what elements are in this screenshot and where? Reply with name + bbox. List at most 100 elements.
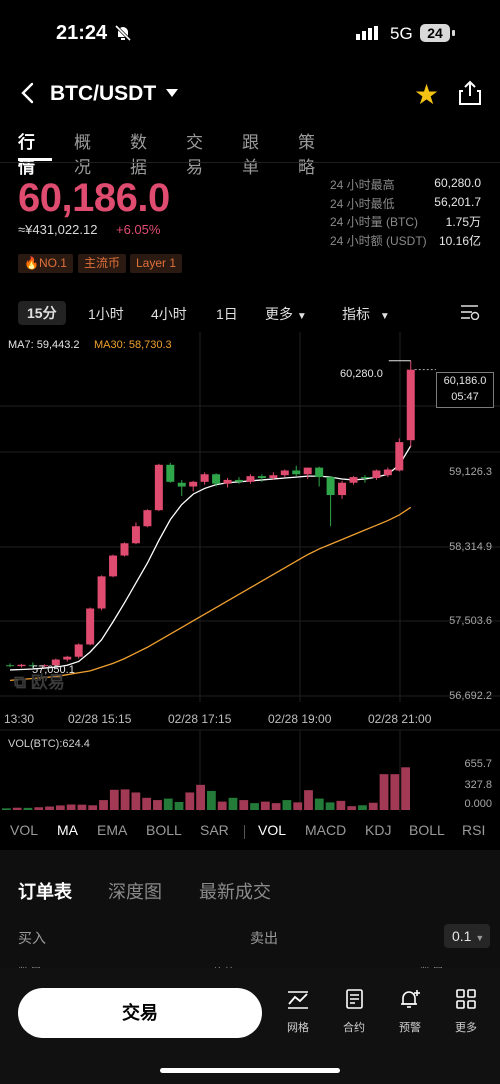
tab-data[interactable]: 数据 bbox=[130, 133, 147, 177]
favorite-star-icon[interactable]: ★ bbox=[414, 79, 440, 110]
indicator-macd[interactable]: MACD bbox=[305, 822, 347, 838]
indicator-sar[interactable]: SAR bbox=[200, 822, 229, 838]
candle bbox=[166, 464, 175, 482]
pair-title[interactable]: BTC/USDT bbox=[50, 82, 157, 105]
category-badge[interactable]: 主流币 bbox=[78, 254, 127, 273]
tab-underline bbox=[18, 158, 52, 161]
candle bbox=[235, 479, 243, 482]
volume-bar bbox=[282, 800, 292, 810]
indicator-sub-boll[interactable]: BOLL bbox=[409, 822, 445, 838]
price-axis-label: 56,692.2 bbox=[449, 690, 492, 702]
period-1h[interactable]: 1小时 bbox=[88, 306, 124, 322]
volume-bar bbox=[99, 800, 108, 810]
candle bbox=[28, 665, 37, 667]
candle bbox=[189, 481, 198, 487]
share-icon[interactable] bbox=[458, 80, 482, 111]
indicator-ma[interactable]: MA bbox=[57, 822, 78, 838]
volume-bar bbox=[401, 767, 410, 810]
candle bbox=[315, 467, 324, 478]
tab-latest-trades[interactable]: 最新成交 bbox=[199, 882, 271, 902]
volume-bar bbox=[109, 789, 119, 810]
tab-orderbook[interactable]: 订单表 bbox=[18, 882, 72, 902]
last-price-marker-value: 60,186.0 bbox=[443, 375, 487, 387]
cny-price: ≈¥431,022.12 bbox=[18, 222, 98, 237]
tab-copy-trading[interactable]: 跟单 bbox=[242, 133, 259, 177]
candle bbox=[51, 659, 60, 666]
grid-button[interactable]: 网格 bbox=[276, 988, 320, 1035]
grid-label: 网格 bbox=[287, 1022, 309, 1034]
volume-bar bbox=[2, 808, 11, 810]
trade-button[interactable]: 交易 bbox=[18, 988, 262, 1038]
precision-select[interactable]: 0.1 ▼ bbox=[444, 924, 490, 948]
indicator-separator bbox=[244, 825, 245, 839]
precision-value: 0.1 bbox=[452, 928, 472, 944]
more-button[interactable]: 更多 bbox=[444, 988, 488, 1035]
candle bbox=[131, 526, 140, 544]
volume-bar bbox=[55, 805, 65, 810]
tab-overview[interactable]: 概况 bbox=[74, 133, 91, 177]
price-axis-label: 58,314.9 bbox=[449, 541, 492, 553]
futures-button[interactable]: 合约 bbox=[332, 988, 376, 1035]
period-more-label: 更多 bbox=[265, 306, 293, 322]
chevron-down-icon[interactable] bbox=[166, 85, 178, 101]
time-axis-label: 13:30 bbox=[4, 712, 35, 726]
layer-badge[interactable]: Layer 1 bbox=[130, 254, 183, 273]
indicators-menu[interactable]: 指标 ▼ bbox=[342, 304, 390, 324]
period-4h[interactable]: 4小时 bbox=[151, 306, 187, 322]
ma30-line bbox=[9, 506, 412, 682]
stat-label-volume: 24 小时量 (BTC) bbox=[330, 215, 419, 229]
tab-market[interactable]: 行情 bbox=[18, 133, 35, 177]
ma30-legend: MA30: 58,730.3 bbox=[94, 339, 172, 351]
caret-down-icon: ▼ bbox=[475, 933, 485, 943]
candlestick-chart[interactable] bbox=[0, 332, 500, 822]
indicator-kdj[interactable]: KDJ bbox=[365, 822, 392, 838]
volume-bar bbox=[336, 800, 346, 810]
futures-label: 合约 bbox=[343, 1022, 365, 1034]
volume-bar bbox=[163, 798, 173, 810]
high-price-label: 60,280.0 bbox=[340, 368, 383, 380]
volume-bar bbox=[271, 803, 281, 810]
alert-label: 预警 bbox=[399, 1022, 421, 1034]
battery-tip bbox=[452, 30, 455, 36]
orderbook-sell-header: 卖出 bbox=[250, 930, 278, 946]
candle-countdown: 05:47 bbox=[451, 391, 479, 403]
volume-bar bbox=[314, 798, 324, 810]
indicator-bar: VOL MA EMA BOLL SAR VOL MACD KDJ BOLL RS… bbox=[0, 822, 500, 842]
tab-trade[interactable]: 交易 bbox=[186, 133, 203, 177]
volume-bar bbox=[228, 797, 238, 810]
indicator-ema[interactable]: EMA bbox=[97, 822, 128, 838]
volume-bar bbox=[45, 806, 54, 810]
volume-bar bbox=[34, 807, 44, 810]
candle bbox=[372, 470, 381, 479]
mute-bell-icon bbox=[114, 24, 132, 47]
volume-legend: VOL(BTC):624.4 bbox=[8, 738, 90, 750]
volume-bar bbox=[260, 801, 270, 810]
volume-bar bbox=[66, 804, 76, 810]
home-indicator bbox=[160, 1068, 340, 1073]
watermark-text: 欧易 bbox=[30, 673, 65, 692]
period-15m[interactable]: 15分 bbox=[18, 301, 66, 325]
candle bbox=[303, 467, 312, 475]
tab-depth[interactable]: 深度图 bbox=[108, 882, 162, 902]
chart-settings-icon[interactable] bbox=[460, 304, 480, 325]
candle bbox=[143, 510, 152, 527]
ma7-line bbox=[9, 445, 412, 671]
indicator-boll[interactable]: BOLL bbox=[146, 822, 182, 838]
tab-strategy[interactable]: 策略 bbox=[298, 133, 315, 177]
period-1d[interactable]: 1日 bbox=[216, 306, 238, 322]
volume-bar bbox=[239, 800, 249, 810]
volume-bar bbox=[250, 803, 259, 810]
period-more[interactable]: 更多 ▼ bbox=[265, 304, 307, 324]
back-icon[interactable] bbox=[20, 80, 36, 113]
rank-badge[interactable]: 🔥NO.1 bbox=[18, 254, 73, 273]
candle bbox=[40, 665, 49, 667]
volume-bar bbox=[304, 790, 313, 810]
candle bbox=[120, 543, 129, 556]
stat-value-high: 60,280.0 bbox=[434, 176, 481, 190]
alert-button[interactable]: 预警 bbox=[388, 988, 432, 1035]
indicator-sub-vol[interactable]: VOL bbox=[258, 822, 287, 838]
indicator-rsi[interactable]: RSI bbox=[462, 822, 486, 838]
indicator-vol[interactable]: VOL bbox=[10, 822, 39, 838]
volume-bar bbox=[120, 789, 130, 810]
network-type: 5G bbox=[390, 24, 413, 43]
